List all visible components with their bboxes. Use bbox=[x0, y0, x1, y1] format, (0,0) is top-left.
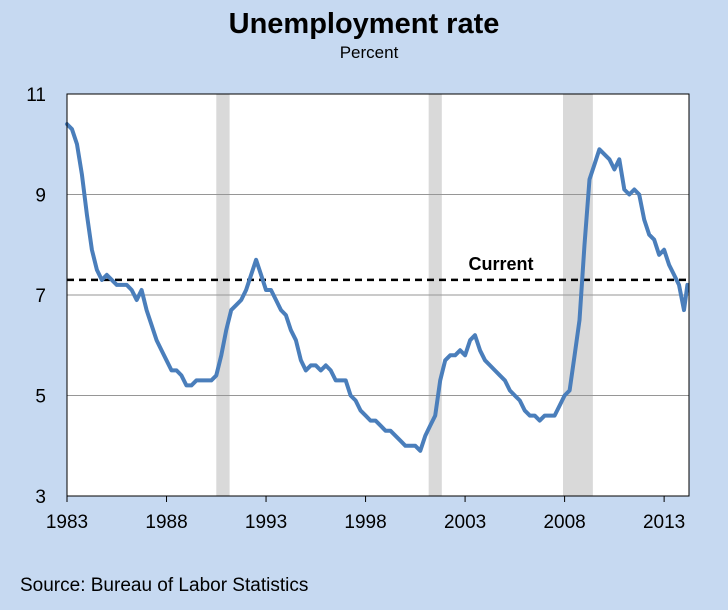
series-group bbox=[65, 122, 690, 453]
y-tick-label-5: 5 bbox=[35, 387, 46, 408]
x-tick-label-1988: 1988 bbox=[145, 512, 187, 533]
x-tick-label-2003: 2003 bbox=[444, 512, 486, 533]
gridlines bbox=[67, 194, 689, 396]
x-axis-ticks: 1983 1988 1993 1998 2003 2008 2013 bbox=[46, 496, 685, 533]
source-note: Source: Bureau of Labor Statistics bbox=[20, 575, 309, 596]
x-tick-label-2008: 2008 bbox=[543, 512, 585, 533]
current-label: Current bbox=[468, 254, 533, 274]
chart-title: Unemployment rate bbox=[228, 8, 500, 40]
y-axis-ticks: 3 5 7 9 11 bbox=[26, 85, 46, 508]
reference-line-group: Current bbox=[67, 254, 689, 282]
y-tick-label-3: 3 bbox=[35, 487, 46, 508]
y-tick-label-7: 7 bbox=[35, 286, 46, 307]
x-tick-label-1993: 1993 bbox=[245, 512, 287, 533]
x-tick-label-1983: 1983 bbox=[46, 512, 88, 533]
x-tick-label-2013: 2013 bbox=[643, 512, 685, 533]
chart-subtitle: Percent bbox=[339, 43, 399, 62]
x-tick-label-1998: 1998 bbox=[344, 512, 386, 533]
axes bbox=[66, 93, 690, 497]
plot-border bbox=[66, 93, 690, 497]
unemployment-line bbox=[65, 122, 690, 453]
y-tick-label-9: 9 bbox=[35, 186, 46, 207]
y-tick-label-11: 11 bbox=[26, 85, 46, 106]
